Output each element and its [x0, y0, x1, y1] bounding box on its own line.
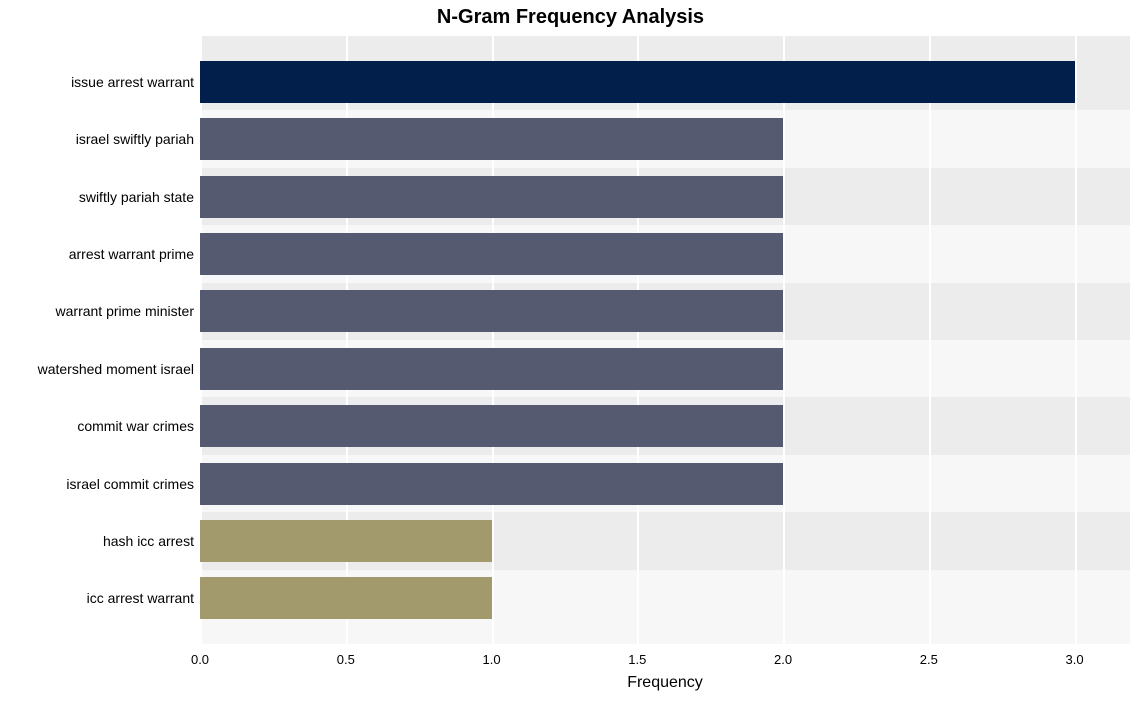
bar — [200, 520, 492, 562]
grid-line — [1075, 36, 1077, 644]
y-tick-label: issue arrest warrant — [71, 74, 194, 90]
x-tick-label: 1.5 — [628, 652, 646, 667]
bar — [200, 348, 783, 390]
y-tick-label: icc arrest warrant — [87, 590, 194, 606]
bar — [200, 290, 783, 332]
x-axis-title: Frequency — [627, 674, 703, 692]
grid-line — [929, 36, 931, 644]
y-tick-label: hash icc arrest — [103, 533, 194, 549]
row-band — [200, 36, 1130, 53]
x-tick-label: 2.5 — [920, 652, 938, 667]
grid-line — [783, 36, 785, 644]
chart-title: N-Gram Frequency Analysis — [0, 6, 1141, 29]
y-tick-label: swiftly pariah state — [79, 189, 194, 205]
bar — [200, 577, 492, 619]
y-tick-label: arrest warrant prime — [69, 246, 194, 262]
bar — [200, 176, 783, 218]
y-tick-label: israel commit crimes — [66, 476, 194, 492]
x-tick-label: 3.0 — [1066, 652, 1084, 667]
bar — [200, 233, 783, 275]
bar — [200, 118, 783, 160]
x-tick-label: 1.0 — [482, 652, 500, 667]
y-tick-label: warrant prime minister — [56, 303, 194, 319]
y-tick-label: watershed moment israel — [38, 361, 194, 377]
x-tick-label: 2.0 — [774, 652, 792, 667]
bar — [200, 463, 783, 505]
row-band — [200, 627, 1130, 644]
x-tick-label: 0.0 — [191, 652, 209, 667]
bar — [200, 61, 1075, 103]
plot-area — [200, 36, 1130, 644]
chart-container: N-Gram Frequency Analysis Frequency issu… — [0, 0, 1141, 701]
bar — [200, 405, 783, 447]
y-tick-label: israel swiftly pariah — [76, 131, 194, 147]
x-tick-label: 0.5 — [337, 652, 355, 667]
y-tick-label: commit war crimes — [77, 418, 194, 434]
